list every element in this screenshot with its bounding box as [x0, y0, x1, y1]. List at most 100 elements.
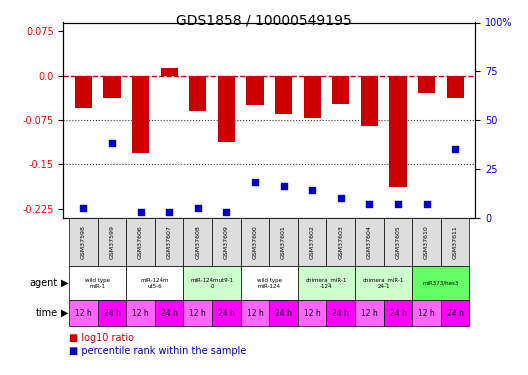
FancyBboxPatch shape [298, 300, 326, 326]
FancyBboxPatch shape [155, 300, 184, 326]
FancyBboxPatch shape [98, 300, 126, 326]
Bar [389, 76, 407, 187]
Point [451, 146, 459, 152]
FancyBboxPatch shape [355, 217, 384, 266]
Point [165, 209, 173, 214]
Text: wild type
miR-124: wild type miR-124 [257, 278, 282, 288]
Text: 24 h: 24 h [103, 309, 120, 318]
Point [194, 205, 202, 211]
Text: 12 h: 12 h [190, 309, 206, 318]
Text: ■ log10 ratio: ■ log10 ratio [69, 333, 134, 343]
Point [136, 209, 145, 214]
Bar [418, 76, 435, 93]
FancyBboxPatch shape [98, 217, 126, 266]
FancyBboxPatch shape [384, 300, 412, 326]
FancyBboxPatch shape [212, 300, 241, 326]
Text: GSM37611: GSM37611 [452, 225, 458, 259]
Text: miR373/hes3: miR373/hes3 [423, 280, 459, 286]
FancyBboxPatch shape [298, 217, 326, 266]
Text: GSM37610: GSM37610 [424, 225, 429, 259]
Text: GSM37608: GSM37608 [195, 225, 200, 259]
Bar [304, 76, 321, 118]
Text: GSM37605: GSM37605 [395, 225, 400, 259]
Text: GSM37600: GSM37600 [252, 225, 258, 259]
Text: GSM37609: GSM37609 [224, 225, 229, 259]
Text: ■ percentile rank within the sample: ■ percentile rank within the sample [69, 346, 246, 356]
Text: 12 h: 12 h [75, 309, 92, 318]
Point [251, 179, 259, 185]
Bar [189, 76, 206, 111]
FancyBboxPatch shape [298, 266, 355, 300]
Bar [447, 76, 464, 98]
Text: GSM37602: GSM37602 [310, 225, 315, 259]
FancyBboxPatch shape [184, 300, 212, 326]
Point [394, 201, 402, 207]
Text: chimera_miR-1
24-1: chimera_miR-1 24-1 [363, 278, 404, 289]
Text: agent: agent [30, 278, 58, 288]
Text: ▶: ▶ [61, 278, 68, 288]
Text: miR-124mut9-1
0: miR-124mut9-1 0 [191, 278, 234, 288]
FancyBboxPatch shape [269, 217, 298, 266]
FancyBboxPatch shape [412, 300, 441, 326]
Text: 24 h: 24 h [447, 309, 464, 318]
FancyBboxPatch shape [184, 217, 212, 266]
FancyBboxPatch shape [184, 266, 241, 300]
Point [279, 183, 288, 189]
Text: 12 h: 12 h [247, 309, 263, 318]
Point [365, 201, 374, 207]
FancyBboxPatch shape [126, 300, 155, 326]
Bar [247, 76, 263, 105]
Text: 24 h: 24 h [161, 309, 177, 318]
FancyBboxPatch shape [69, 217, 98, 266]
Text: GSM37603: GSM37603 [338, 225, 343, 259]
FancyBboxPatch shape [355, 300, 384, 326]
Text: GSM37599: GSM37599 [109, 225, 115, 259]
Text: miR-124m
ut5-6: miR-124m ut5-6 [140, 278, 169, 288]
FancyBboxPatch shape [241, 266, 298, 300]
Point [336, 195, 345, 201]
FancyBboxPatch shape [69, 266, 126, 300]
Bar [332, 76, 350, 104]
Text: GSM37601: GSM37601 [281, 225, 286, 259]
Text: chimera_miR-1
-124: chimera_miR-1 -124 [306, 278, 347, 289]
FancyBboxPatch shape [326, 300, 355, 326]
Point [222, 209, 231, 214]
FancyBboxPatch shape [241, 217, 269, 266]
FancyBboxPatch shape [441, 217, 469, 266]
Text: wild type
miR-1: wild type miR-1 [85, 278, 110, 288]
Point [308, 187, 316, 193]
Text: 24 h: 24 h [332, 309, 349, 318]
FancyBboxPatch shape [69, 300, 98, 326]
Text: GDS1858 / 10000549195: GDS1858 / 10000549195 [176, 13, 352, 27]
Point [108, 140, 116, 146]
Point [422, 201, 431, 207]
Text: GSM37607: GSM37607 [167, 225, 172, 259]
FancyBboxPatch shape [355, 266, 412, 300]
Text: 12 h: 12 h [132, 309, 149, 318]
Bar [75, 76, 92, 108]
Bar [275, 76, 292, 114]
Bar [361, 76, 378, 126]
Text: 24 h: 24 h [390, 309, 407, 318]
Bar [103, 76, 120, 98]
FancyBboxPatch shape [326, 217, 355, 266]
Text: 12 h: 12 h [304, 309, 320, 318]
Point [79, 205, 88, 211]
Text: GSM37606: GSM37606 [138, 225, 143, 259]
FancyBboxPatch shape [241, 300, 269, 326]
Text: GSM37598: GSM37598 [81, 225, 86, 259]
Text: ▶: ▶ [61, 308, 68, 318]
FancyBboxPatch shape [126, 217, 155, 266]
FancyBboxPatch shape [212, 217, 241, 266]
FancyBboxPatch shape [126, 266, 184, 300]
Text: 24 h: 24 h [275, 309, 292, 318]
FancyBboxPatch shape [384, 217, 412, 266]
FancyBboxPatch shape [412, 266, 469, 300]
Bar [132, 76, 149, 153]
FancyBboxPatch shape [269, 300, 298, 326]
Text: GSM37604: GSM37604 [367, 225, 372, 259]
FancyBboxPatch shape [441, 300, 469, 326]
Bar [161, 68, 178, 76]
Text: time: time [36, 308, 58, 318]
FancyBboxPatch shape [412, 217, 441, 266]
